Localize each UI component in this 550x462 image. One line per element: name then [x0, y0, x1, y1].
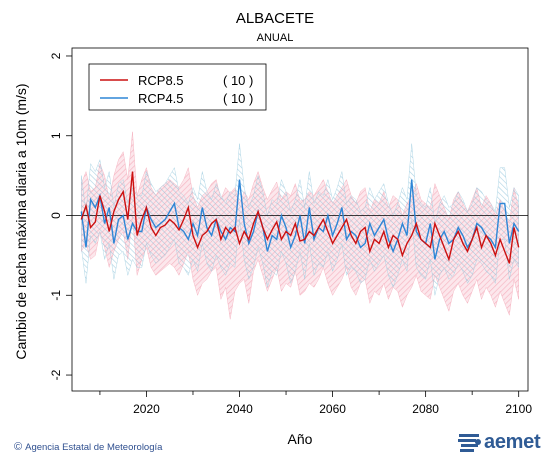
series-lines	[80, 171, 520, 264]
credit-line: © Agencia Estatal de Meteorología	[14, 441, 162, 453]
y-tick-label: 0	[49, 212, 63, 219]
legend: RCP8.5 ( 10 ) RCP4.5 ( 10 )	[88, 63, 267, 111]
y-tick-label: -1	[49, 290, 63, 301]
credit-text: Agencia Estatal de Meteorología	[25, 442, 163, 453]
chart-title: ALBACETE	[235, 10, 315, 27]
line-rcp85	[80, 171, 520, 264]
y-axis-label: Cambio de racha máxima diaria a 10m (m/s…	[13, 83, 29, 359]
legend-box	[88, 63, 267, 111]
uncertainty-bands	[81, 131, 519, 320]
y-tick-label: 2	[49, 52, 63, 59]
legend-count-rcp85: ( 10 )	[223, 73, 253, 88]
copyright-symbol: ©	[14, 441, 23, 453]
x-tick-label: 2080	[412, 402, 439, 416]
x-tick-label: 2100	[505, 402, 532, 416]
aemet-logo-icon	[458, 434, 481, 452]
legend-label-rcp45: RCP4.5	[138, 91, 184, 106]
plot-frame	[71, 47, 529, 392]
x-tick-label: 2020	[133, 402, 160, 416]
y-tick-label: -2	[49, 369, 63, 380]
x-axis-label: Año	[288, 431, 313, 447]
x-tick-label: 2040	[226, 402, 253, 416]
aemet-logo-text: aemet	[484, 431, 541, 453]
y-tick-label: 1	[49, 132, 63, 139]
x-tick-label: 2060	[319, 402, 346, 416]
chart-subtitle: ANUAL	[256, 32, 294, 44]
legend-count-rcp45: ( 10 )	[223, 91, 253, 106]
aemet-logo: aemet	[456, 430, 548, 458]
legend-label-rcp85: RCP8.5	[138, 73, 184, 88]
axes: -2 -1 0 1 2 2020 2040 2060 2080 2100	[49, 52, 532, 416]
line-rcp45	[80, 179, 520, 260]
